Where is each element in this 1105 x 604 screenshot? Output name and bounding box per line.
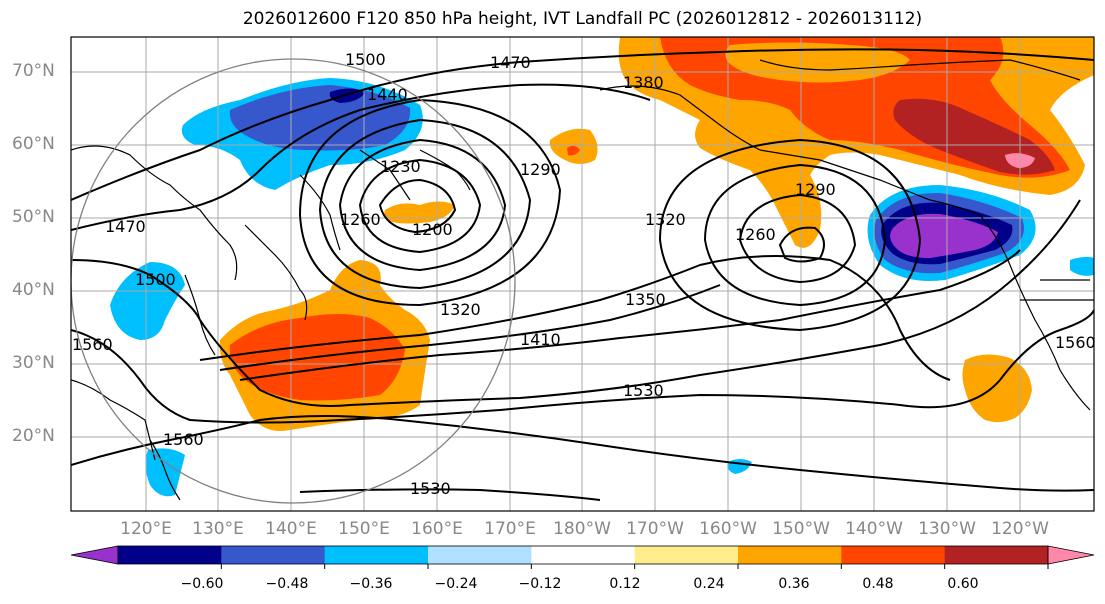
- great-circle-radius: [71, 58, 516, 504]
- colorbar-tick-label: 0.48: [862, 576, 894, 592]
- lon-label: 150°E: [338, 519, 390, 539]
- contour-label: 1380: [623, 73, 664, 92]
- height-contours: [71, 48, 1094, 501]
- contour-label: 1470: [105, 217, 146, 236]
- colorbar-tick-label: −0.48: [265, 576, 309, 592]
- colorbar-extend-min: [70, 545, 119, 565]
- lat-label: 40°N: [12, 280, 55, 300]
- contour-label: 1260: [735, 225, 776, 244]
- contour-label: 1530: [623, 381, 664, 400]
- lat-label: 20°N: [12, 426, 55, 446]
- lon-label: 170°W: [626, 519, 684, 539]
- colorbar-segment: [841, 546, 946, 564]
- colorbar-tick-label: −0.60: [180, 576, 224, 592]
- lat-label: 70°N: [12, 61, 55, 81]
- colorbar-tick-label: 0.36: [778, 576, 810, 592]
- contour-label: 1560: [1055, 333, 1096, 352]
- contour-label: 1290: [795, 180, 836, 199]
- colorbar-outline: [117, 545, 1049, 565]
- lon-label: 150°W: [772, 519, 830, 539]
- colorbar-segment: [531, 546, 636, 564]
- colorbar: [70, 545, 1095, 569]
- colorbar-tick-label: 0.60: [947, 576, 979, 592]
- lon-label: 120°E: [120, 519, 172, 539]
- lon-label: 130°W: [918, 519, 976, 539]
- lat-label: 60°N: [12, 134, 55, 154]
- contour-label: 1260: [340, 210, 381, 229]
- colorbar-segment: [221, 546, 326, 564]
- lon-label: 160°E: [411, 519, 463, 539]
- contour-label: 1530: [410, 479, 451, 498]
- lon-label: 170°E: [484, 519, 536, 539]
- colorbar-segment: [118, 546, 222, 564]
- contour-label: 1200: [412, 220, 453, 239]
- lon-label: 140°E: [265, 519, 317, 539]
- colorbar-segment: [324, 546, 429, 564]
- contour-label: 1560: [163, 430, 204, 449]
- colorbar-tick-label: −0.24: [434, 576, 478, 592]
- colorbar-tick-label: −0.12: [518, 576, 562, 592]
- lon-label: 130°E: [192, 519, 244, 539]
- colorbar-extend-max: [1047, 545, 1095, 565]
- colorbar-tick-label: −0.36: [349, 576, 393, 592]
- lat-label: 30°N: [12, 353, 55, 373]
- contour-label: 1350: [625, 290, 666, 309]
- contour-label: 1500: [345, 50, 386, 69]
- contour-label: 1560: [72, 335, 113, 354]
- contour-label: 1320: [645, 210, 686, 229]
- lon-label: 140°W: [845, 519, 903, 539]
- lon-label: 180°W: [553, 519, 611, 539]
- colorbar-segment: [634, 546, 739, 564]
- map-title: 2026012600 F120 850 hPa height, IVT Land…: [242, 9, 923, 29]
- colorbar-tick-label: 0.24: [693, 576, 725, 592]
- colorbar-tick-label: 0.12: [609, 576, 641, 592]
- contour-label: 1230: [380, 157, 421, 176]
- colorbar-segment: [738, 546, 842, 564]
- contour-label: 1410: [520, 330, 561, 349]
- map-frame: [70, 36, 1095, 512]
- contour-label: 1470: [490, 53, 531, 72]
- contour-label: 1290: [520, 160, 561, 179]
- contour-label: 1320: [440, 300, 481, 319]
- lon-label: 160°W: [699, 519, 757, 539]
- colorbar-segment: [428, 546, 532, 564]
- colorbar-segment: [944, 546, 1049, 564]
- contour-label: 1440: [367, 85, 408, 104]
- contour-label-group: 1500 1470 1440 1380 1230 1290 1260 1320 …: [72, 50, 1096, 498]
- lat-label: 50°N: [12, 207, 55, 227]
- contour-label: 1500: [135, 270, 176, 289]
- coastlines: [71, 59, 1094, 501]
- lon-label: 120°W: [991, 519, 1049, 539]
